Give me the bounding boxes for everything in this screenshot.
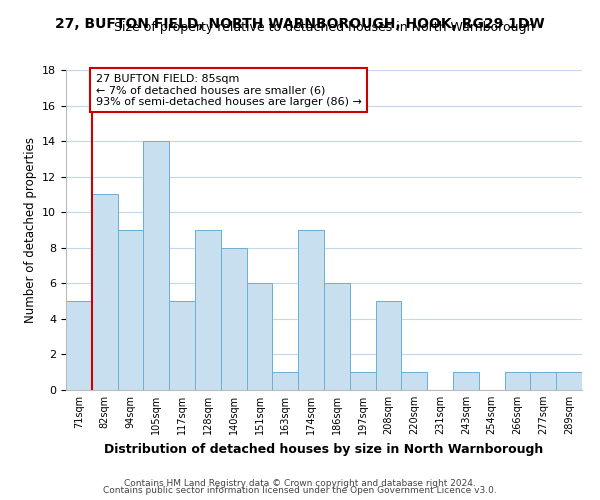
Bar [169, 301, 195, 390]
Bar [376, 301, 401, 390]
Bar [247, 284, 272, 390]
Bar [143, 141, 169, 390]
Bar [530, 372, 556, 390]
Bar [66, 301, 92, 390]
Text: 27 BUFTON FIELD: 85sqm
← 7% of detached houses are smaller (6)
93% of semi-detac: 27 BUFTON FIELD: 85sqm ← 7% of detached … [95, 74, 362, 107]
Bar [221, 248, 247, 390]
Text: Contains public sector information licensed under the Open Government Licence v3: Contains public sector information licen… [103, 486, 497, 495]
X-axis label: Distribution of detached houses by size in North Warnborough: Distribution of detached houses by size … [104, 442, 544, 456]
Bar [453, 372, 479, 390]
Bar [324, 284, 350, 390]
Bar [556, 372, 582, 390]
Y-axis label: Number of detached properties: Number of detached properties [23, 137, 37, 323]
Title: Size of property relative to detached houses in North Warnborough: Size of property relative to detached ho… [114, 21, 534, 34]
Bar [505, 372, 530, 390]
Bar [298, 230, 324, 390]
Text: Contains HM Land Registry data © Crown copyright and database right 2024.: Contains HM Land Registry data © Crown c… [124, 478, 476, 488]
Text: 27, BUFTON FIELD, NORTH WARNBOROUGH, HOOK, RG29 1DW: 27, BUFTON FIELD, NORTH WARNBOROUGH, HOO… [55, 18, 545, 32]
Bar [92, 194, 118, 390]
Bar [118, 230, 143, 390]
Bar [401, 372, 427, 390]
Bar [350, 372, 376, 390]
Bar [272, 372, 298, 390]
Bar [195, 230, 221, 390]
